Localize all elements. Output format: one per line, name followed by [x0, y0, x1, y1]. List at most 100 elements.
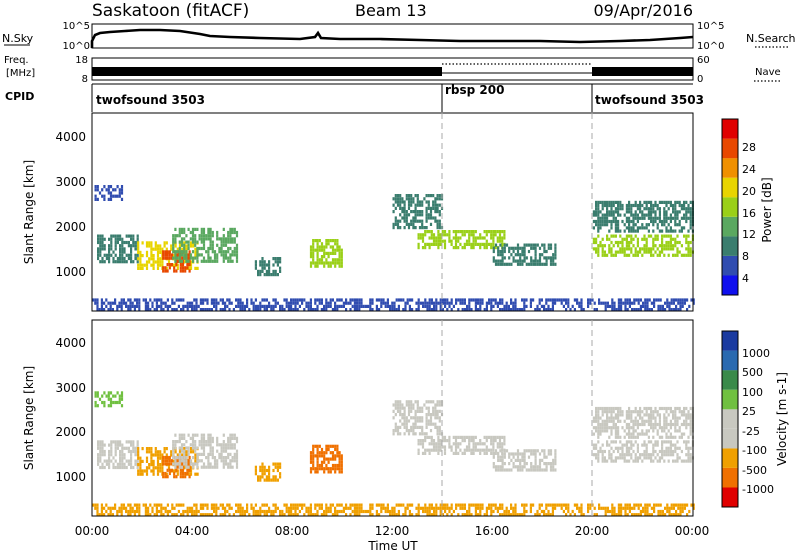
heatmap-cell: [483, 308, 486, 312]
heatmap-cell: [623, 435, 626, 439]
heatmap-cell: [189, 266, 193, 270]
heatmap-cell: [551, 506, 554, 510]
heatmap-cell: [603, 219, 606, 224]
heatmap-cell: [404, 304, 407, 308]
heatmap-cell: [261, 263, 264, 267]
heatmap-cell: [316, 463, 319, 468]
heatmap-cell: [435, 448, 438, 452]
heatmap-cell: [216, 243, 219, 247]
heatmap-cell: [505, 513, 508, 517]
heatmap-cell: [470, 298, 473, 302]
heatmap-cell: [340, 248, 343, 252]
heatmap-cell: [250, 298, 253, 302]
heatmap-cell: [263, 468, 266, 473]
heatmap-cell: [614, 226, 617, 230]
heatmap-cell: [435, 308, 438, 312]
heatmap-cell: [625, 459, 628, 463]
heatmap-cell: [547, 308, 550, 312]
heatmap-cell: [403, 419, 406, 423]
heatmap-cell: [639, 203, 642, 208]
heatmap-cell: [427, 422, 430, 426]
heatmap-cell: [481, 298, 484, 302]
heatmap-cell: [138, 308, 141, 312]
station-title: Saskatoon (fitACF): [92, 1, 249, 21]
heatmap-cell: [519, 452, 522, 456]
heatmap-cell: [298, 298, 301, 302]
heatmap-cell: [683, 203, 686, 208]
heatmap-cell: [101, 240, 104, 245]
heatmap-cell: [534, 259, 537, 263]
heatmap-cell: [206, 503, 209, 507]
heatmap-cell: [479, 304, 482, 308]
heatmap-cell: [432, 409, 435, 413]
heatmap-cell: [219, 513, 222, 517]
heatmap-cell: [307, 513, 310, 517]
heatmap-cell: [202, 452, 206, 456]
heatmap-cell: [270, 509, 273, 514]
heatmap-cell: [430, 503, 433, 507]
heatmap-cell: [635, 298, 638, 302]
heatmap-cell: [661, 229, 664, 233]
heatmap-cell: [392, 203, 395, 207]
heatmap-cell: [303, 513, 306, 517]
heatmap-cell: [174, 240, 177, 244]
heatmap-cell: [421, 226, 424, 230]
heatmap-cell: [641, 429, 644, 433]
heatmap-cell: [229, 234, 232, 238]
heatmap-cell: [457, 230, 460, 234]
heatmap-cell: [336, 258, 339, 262]
heatmap-cell: [410, 194, 413, 198]
heatmap-cell: [642, 509, 645, 514]
heatmap-cell: [318, 451, 321, 455]
heatmap-cell: [209, 259, 212, 263]
heatmap-cell: [127, 244, 130, 248]
heatmap-cell: [472, 246, 475, 250]
heatmap-cell: [667, 422, 670, 427]
heatmap-cell: [676, 216, 679, 220]
heatmap-cell: [338, 470, 341, 474]
heatmap-cell: [386, 509, 389, 514]
heatmap-cell: [601, 443, 604, 447]
heatmap-cell: [652, 453, 655, 457]
heatmap-cell: [200, 459, 203, 463]
heatmap-cell: [578, 304, 581, 308]
heatmap-cell: [580, 301, 583, 305]
heatmap-cell: [532, 452, 535, 456]
heatmap-cell: [174, 250, 177, 254]
heatmap-cell: [602, 506, 605, 510]
heatmap-cell: [466, 308, 469, 312]
heatmap-cell: [674, 429, 677, 433]
heatmap-cell: [650, 453, 653, 457]
heatmap-cell: [437, 442, 440, 446]
heatmap-cell: [121, 240, 124, 245]
heatmap-cell: [510, 253, 513, 257]
heatmap-cell: [658, 449, 661, 454]
heatmap-cell: [123, 247, 126, 251]
heatmap-cell: [207, 250, 210, 254]
heatmap-cell: [209, 452, 212, 456]
heatmap-cell: [356, 509, 359, 514]
heatmap-cell: [173, 471, 176, 476]
heatmap-cell: [424, 503, 427, 507]
heatmap-cell: [119, 459, 122, 463]
heatmap-cell: [523, 449, 526, 453]
heatmap-cell: [545, 259, 548, 263]
heatmap-cell: [674, 449, 677, 454]
heatmap-cell: [172, 443, 175, 447]
heatmap-cell: [369, 513, 372, 517]
heatmap-cell: [243, 308, 246, 312]
heatmap-cell: [136, 253, 139, 257]
heatmap-cell: [683, 200, 686, 204]
heatmap-cell: [621, 247, 624, 251]
heatmap-cell: [227, 443, 230, 447]
heatmap-cell: [194, 240, 197, 244]
heatmap-cell: [94, 197, 97, 201]
heatmap-cell: [623, 419, 626, 423]
heatmap-cell: [389, 513, 392, 517]
heatmap-cell: [215, 308, 218, 312]
heatmap-cell: [184, 509, 187, 514]
heatmap-cell: [134, 253, 137, 257]
heatmap-cell: [175, 308, 178, 312]
heatmap-cell: [178, 250, 181, 254]
heatmap-cell: [523, 452, 526, 456]
